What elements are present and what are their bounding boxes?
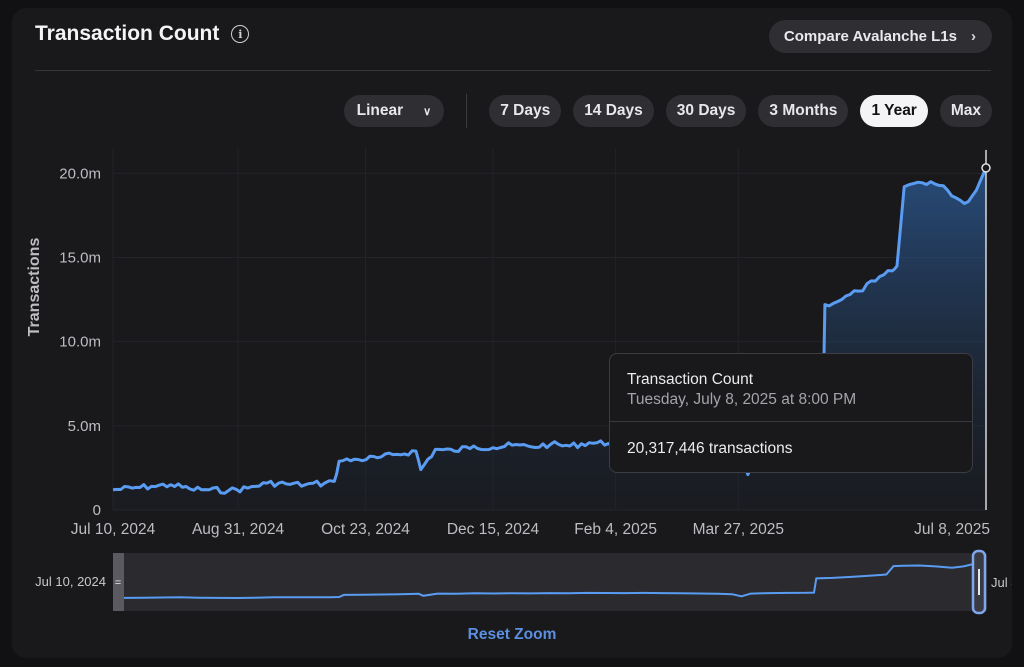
navigator-series-line [123, 563, 974, 600]
range-pill-14-days[interactable]: 14 Days [573, 95, 654, 127]
range-pill-7-days[interactable]: 7 Days [489, 95, 562, 127]
navigator-end-label: Jul 8 [991, 575, 1012, 590]
controls-divider [466, 94, 468, 128]
range-pill-max[interactable]: Max [939, 95, 992, 127]
x-tick-label: Dec 15, 2024 [447, 521, 540, 538]
x-tick-label: Mar 27, 2025 [693, 521, 784, 538]
navigator-start-label: Jul 10, 2024 [35, 574, 106, 589]
tooltip-value: 20,317,446 transactions [627, 440, 793, 457]
hover-point [981, 163, 991, 173]
y-tick-label: 20.0m [59, 165, 101, 182]
y-axis: 0 5.0m 10.0m 15.0m 20.0m [59, 165, 101, 519]
y-tick-label: 10.0m [59, 334, 101, 351]
navigator[interactable]: = Jul 10, 2024 Jul 8 [35, 549, 1012, 615]
chart-svg[interactable]: 0 5.0m 10.0m 15.0m 20.0m Jul 10, 2024 Aug 31,… [12, 8, 1012, 658]
navigator-track [113, 553, 987, 611]
chevron-down-icon: ∨ [423, 105, 432, 118]
y-tick-label: 5.0m [68, 418, 101, 435]
range-pill-1-year[interactable]: 1 Year [860, 95, 928, 127]
hover-tooltip: Transaction Count Tuesday, July 8, 2025 … [609, 353, 973, 473]
info-circle-icon[interactable]: i [231, 25, 250, 43]
y-axis-label: Transactions [26, 238, 43, 337]
compare-label: Compare Avalanche L1s [783, 28, 957, 45]
x-tick-label: Jul 8, 2025 [914, 521, 990, 538]
range-selector: 7 Days 14 Days 30 Days 3 Months 1 Year Max [477, 95, 992, 127]
navigator-left-handle[interactable] [113, 553, 124, 611]
y-tick-label: 15.0m [59, 249, 101, 266]
title-row: Transaction Count i [35, 22, 250, 46]
x-tick-label: Oct 23, 2024 [321, 521, 410, 538]
x-tick-label: Feb 4, 2025 [574, 521, 657, 538]
y-tick-label: 0 [93, 502, 101, 519]
x-axis: Jul 10, 2024 Aug 31, 2024 Oct 23, 2024 Dec … [71, 521, 990, 538]
x-tick-label: Jul 10, 2024 [71, 521, 156, 538]
series-line [112, 167, 988, 495]
tooltip-title: Transaction Count [627, 371, 754, 388]
header-divider [35, 70, 991, 71]
range-pill-30-days[interactable]: 30 Days [665, 95, 747, 127]
svg-text:=: = [115, 577, 121, 589]
chevron-right-icon: › [971, 28, 976, 45]
tooltip-divider [610, 421, 972, 422]
chart-controls: Linear ∨ 7 Days 14 Days 30 Days 3 Months 1 Y… [343, 94, 992, 128]
tooltip-date: Tuesday, July 8, 2025 at 8:00 PM [627, 391, 857, 408]
series-area [113, 167, 986, 510]
x-tick-label: Aug 31, 2024 [192, 521, 285, 538]
chart-title: Transaction Count [35, 22, 220, 45]
range-pill-3-months[interactable]: 3 Months [758, 95, 849, 127]
compare-l1s-button[interactable]: Compare Avalanche L1s › [768, 20, 992, 53]
scale-select[interactable]: Linear ∨ [343, 95, 445, 127]
chart-card: Transaction Count i Compare Avalanche L1… [12, 8, 1012, 658]
reset-zoom-link[interactable]: Reset Zoom [467, 626, 557, 643]
scale-label: Linear [356, 102, 404, 119]
